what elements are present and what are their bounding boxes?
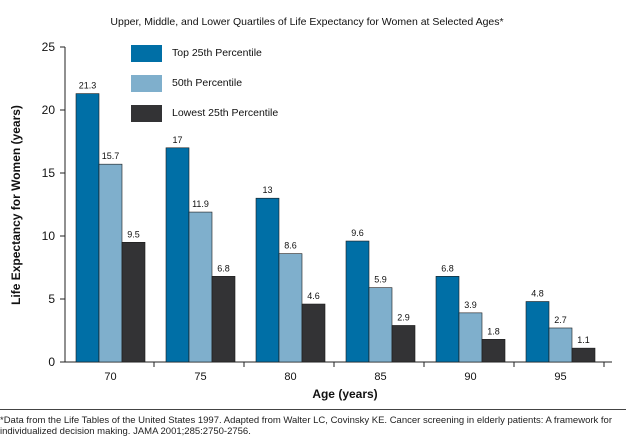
bar-value-label: 3.9 bbox=[464, 300, 477, 310]
legend-label-lowest-25th: Lowest 25th Percentile bbox=[172, 107, 279, 119]
bar bbox=[458, 312, 483, 363]
bar-value-label: 2.7 bbox=[554, 315, 567, 325]
y-tick-label: 5 bbox=[48, 292, 55, 306]
footnote-divider bbox=[0, 409, 626, 410]
bar-value-label: 6.8 bbox=[217, 263, 230, 273]
x-tick-label: 95 bbox=[554, 371, 566, 383]
bar bbox=[391, 325, 416, 363]
bar-value-label: 8.6 bbox=[284, 241, 297, 251]
bar-value-label: 9.5 bbox=[127, 229, 140, 239]
x-tick-label: 70 bbox=[104, 371, 116, 383]
bar bbox=[98, 163, 123, 363]
x-tick-label: 80 bbox=[284, 371, 296, 383]
bar-value-label: 5.9 bbox=[374, 275, 387, 285]
x-tick-label: 75 bbox=[194, 371, 206, 383]
legend: Top 25th Percentile 50th Percentile Lowe… bbox=[131, 41, 278, 131]
legend-item-top-25th: Top 25th Percentile bbox=[131, 41, 278, 65]
bar-value-label: 1.1 bbox=[577, 335, 590, 345]
footnote: *Data from the Life Tables of the United… bbox=[0, 415, 612, 437]
bar bbox=[75, 93, 100, 363]
chart-title: Upper, Middle, and Lower Quartiles of Li… bbox=[110, 16, 504, 28]
bar-value-label: 9.6 bbox=[351, 228, 364, 238]
x-tick-label: 85 bbox=[374, 371, 386, 383]
y-tick-label: 20 bbox=[42, 103, 56, 117]
bar bbox=[435, 276, 460, 363]
legend-swatch-lowest-25th bbox=[131, 104, 162, 122]
legend-item-lowest-25th: Lowest 25th Percentile bbox=[131, 101, 278, 125]
bar bbox=[345, 240, 370, 363]
bar bbox=[278, 253, 303, 363]
bar bbox=[121, 242, 146, 363]
bar bbox=[368, 287, 393, 363]
bar bbox=[481, 339, 506, 363]
y-tick-label: 25 bbox=[42, 40, 56, 54]
bar-value-label: 21.3 bbox=[79, 81, 97, 91]
bar-value-label: 4.6 bbox=[307, 291, 320, 301]
bar-value-label: 4.8 bbox=[531, 289, 544, 299]
bar bbox=[188, 211, 213, 363]
bar bbox=[548, 327, 573, 363]
bar bbox=[571, 347, 596, 363]
bar bbox=[255, 197, 280, 363]
bar-value-label: 17 bbox=[172, 135, 182, 145]
legend-label-50th: 50th Percentile bbox=[172, 77, 243, 89]
bar-value-label: 6.8 bbox=[441, 263, 454, 273]
legend-label-top-25th: Top 25th Percentile bbox=[172, 47, 262, 59]
y-tick-label: 0 bbox=[48, 355, 55, 369]
bar-value-label: 13 bbox=[262, 185, 272, 195]
bar-value-label: 11.9 bbox=[192, 199, 209, 209]
bar bbox=[525, 301, 550, 363]
bar-value-label: 15.7 bbox=[102, 151, 120, 161]
bar bbox=[165, 147, 190, 363]
bar-value-label: 2.9 bbox=[397, 312, 410, 322]
legend-swatch-50th bbox=[131, 74, 162, 92]
bar bbox=[301, 303, 326, 363]
bar bbox=[211, 276, 236, 363]
legend-swatch-top-25th bbox=[131, 44, 162, 62]
bar-value-label: 1.8 bbox=[487, 326, 500, 336]
legend-item-50th: 50th Percentile bbox=[131, 71, 278, 95]
x-axis-label: Age (years) bbox=[312, 387, 378, 401]
x-tick-label: 90 bbox=[464, 371, 476, 383]
y-tick-label: 10 bbox=[42, 229, 56, 243]
y-tick-label: 15 bbox=[42, 166, 56, 180]
